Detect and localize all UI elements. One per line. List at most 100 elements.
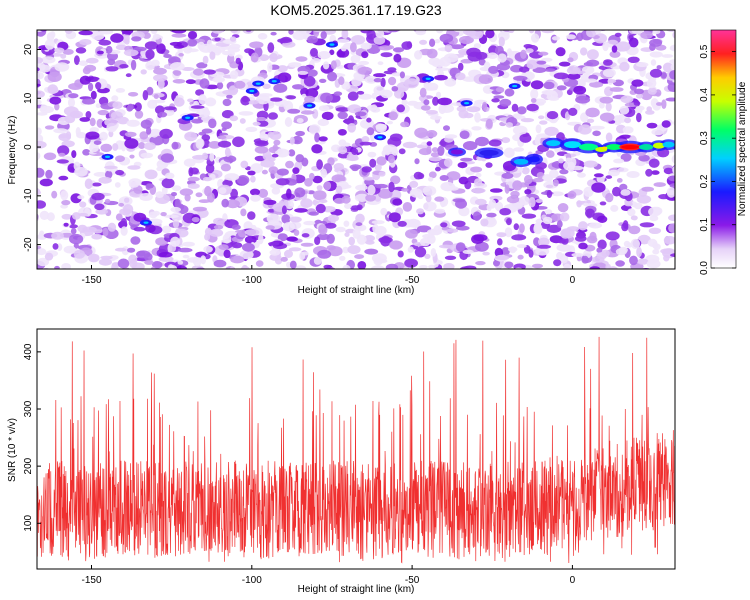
spectrogram-noise-patch: [504, 227, 513, 238]
spectrogram-noise-patch: [289, 136, 295, 145]
spectrogram-noise-patch: [240, 208, 247, 217]
spectrogram-noise-patch: [452, 198, 466, 203]
spectrogram-noise-patch: [678, 138, 684, 142]
spectrogram-noise-patch: [126, 119, 140, 127]
spectrogram-noise-patch: [258, 54, 270, 61]
spectrogram-noise-patch: [541, 89, 557, 95]
spectrogram-noise-patch: [493, 259, 500, 267]
spectrogram-noise-patch: [389, 133, 403, 142]
spectrogram-noise-patch: [592, 130, 601, 137]
spectrogram-noise-patch: [597, 239, 607, 250]
spectrogram-noise-patch: [173, 268, 180, 269]
signal-band-core: [479, 149, 499, 156]
spectrogram-noise-patch: [647, 87, 657, 95]
spectrogram-noise-patch: [419, 87, 427, 98]
spectrogram-noise-patch: [269, 97, 283, 102]
spectrogram-noise-patch: [37, 190, 41, 195]
spectrogram-noise-patch: [425, 194, 432, 203]
spectrogram-noise-patch: [37, 90, 45, 98]
spectrogram-noise-patch: [155, 191, 164, 199]
signal-band-core: [564, 141, 581, 149]
spectrogram-noise-patch: [269, 253, 282, 261]
spectrogram-noise-patch: [619, 134, 632, 139]
spectrogram-noise-patch: [140, 152, 153, 159]
spectrogram-noise-patch: [271, 187, 281, 195]
snr-x-ticks: -150 -100 -50 0: [81, 565, 576, 586]
spectrogram-noise-patch: [210, 30, 225, 34]
spectrogram-noise-patch: [74, 55, 80, 66]
colorbar-tick-label: 0.1: [699, 217, 710, 231]
spectrogram-noise-patch: [267, 208, 276, 213]
spectrogram-noise-patch: [486, 212, 497, 218]
spectrogram-noise-patch: [196, 62, 208, 69]
spectrogram-noise-patch: [544, 68, 556, 72]
spectrogram-noise-patch: [546, 190, 553, 198]
spectrogram-noise-patch: [589, 266, 600, 269]
snr-x-tick-label: -150: [81, 575, 101, 586]
colorbar-tick-label: 0.2: [699, 174, 710, 188]
spectrogram-noise-patch: [88, 82, 94, 92]
spectrogram-noise-patch: [619, 183, 628, 191]
spectrogram-noise-patch: [202, 55, 209, 65]
spectrogram-noise-patch: [656, 102, 663, 106]
spectrogram-noise-patch: [533, 237, 541, 247]
spectrogram-noise-patch: [401, 188, 409, 192]
spectrogram-noise-patch: [513, 75, 528, 81]
spectrogram-noise-patch: [524, 174, 533, 185]
spectrogram-noise-patch: [44, 125, 55, 130]
spectrogram-noise-patch: [392, 198, 403, 206]
spectrogram-noise-patch: [44, 39, 55, 50]
spectrogram-noise-patch: [473, 43, 481, 49]
spectrogram-noise-patch: [98, 258, 112, 266]
spectrogram-noise-patch: [440, 222, 448, 228]
spectrogram-noise-patch: [205, 163, 215, 174]
spectrogram-noise-patch: [583, 202, 589, 207]
spectrogram-noise-patch: [58, 152, 66, 157]
spectrogram-noise-patch: [444, 44, 453, 53]
spectrogram-noise-patch: [612, 186, 622, 197]
spectrogram-noise-patch: [528, 249, 534, 258]
spectrogram-noise-patch: [175, 265, 188, 269]
spectrogram-noise-patch: [213, 217, 225, 225]
spectrogram-noise-patch: [521, 167, 530, 175]
spectrogram-noise-patch: [331, 174, 346, 183]
spectrogram-noise-patch: [505, 122, 513, 128]
spectrogram-noise-patch: [583, 160, 598, 168]
spectrogram-noise-patch: [369, 158, 377, 168]
spectrogram-noise-patch: [161, 186, 168, 196]
spectrogram-strong-spot-core: [249, 89, 255, 93]
spectrogram-noise-patch: [404, 78, 419, 89]
spectrogram-noise-patch: [43, 152, 57, 161]
spectrogram-noise-patch: [387, 30, 400, 33]
spectrogram-noise-patch: [513, 147, 525, 152]
spectrogram-noise-patch: [677, 48, 683, 58]
spectrogram-noise-patch: [478, 58, 486, 66]
spectrogram-noise-patch: [511, 103, 519, 112]
spectrogram-noise-patch: [661, 120, 671, 128]
spectrogram-noise-patch: [277, 38, 292, 44]
spectrogram-noise-patch: [119, 63, 129, 69]
spectrogram-noise-patch: [171, 211, 183, 222]
spectrogram-noise-patch: [354, 111, 367, 117]
spectrogram-noise-patch: [202, 176, 212, 182]
snr-frame: [36, 328, 676, 570]
spectrogram-noise-patch: [563, 263, 571, 269]
spectrogram-noise-patch: [624, 201, 633, 207]
spectrogram-noise-patch: [145, 61, 155, 71]
spectrogram-noise-patch: [406, 41, 412, 49]
spectrogram-noise-patch: [367, 151, 377, 158]
spectrogram-noise-patch: [538, 237, 550, 247]
spectrogram-noise-patch: [612, 115, 623, 126]
spectrogram-noise-patch: [387, 154, 395, 164]
spectrogram-noise-patch: [230, 255, 245, 264]
spectrogram-strong-spot-core: [185, 116, 191, 119]
spectrogram-noise-patch: [312, 175, 323, 184]
spectrogram-noise-patch: [134, 110, 144, 119]
spectrogram-noise-patch: [571, 252, 584, 257]
spectrogram-noise-patch: [560, 228, 571, 239]
spectrogram-noise-patch: [300, 198, 313, 208]
spectrogram-noise-patch: [667, 82, 675, 92]
spectrogram-noise-patch: [677, 98, 684, 106]
spectrogram-noise-patch: [391, 72, 402, 77]
spectrogram-noise-patch: [106, 30, 110, 31]
